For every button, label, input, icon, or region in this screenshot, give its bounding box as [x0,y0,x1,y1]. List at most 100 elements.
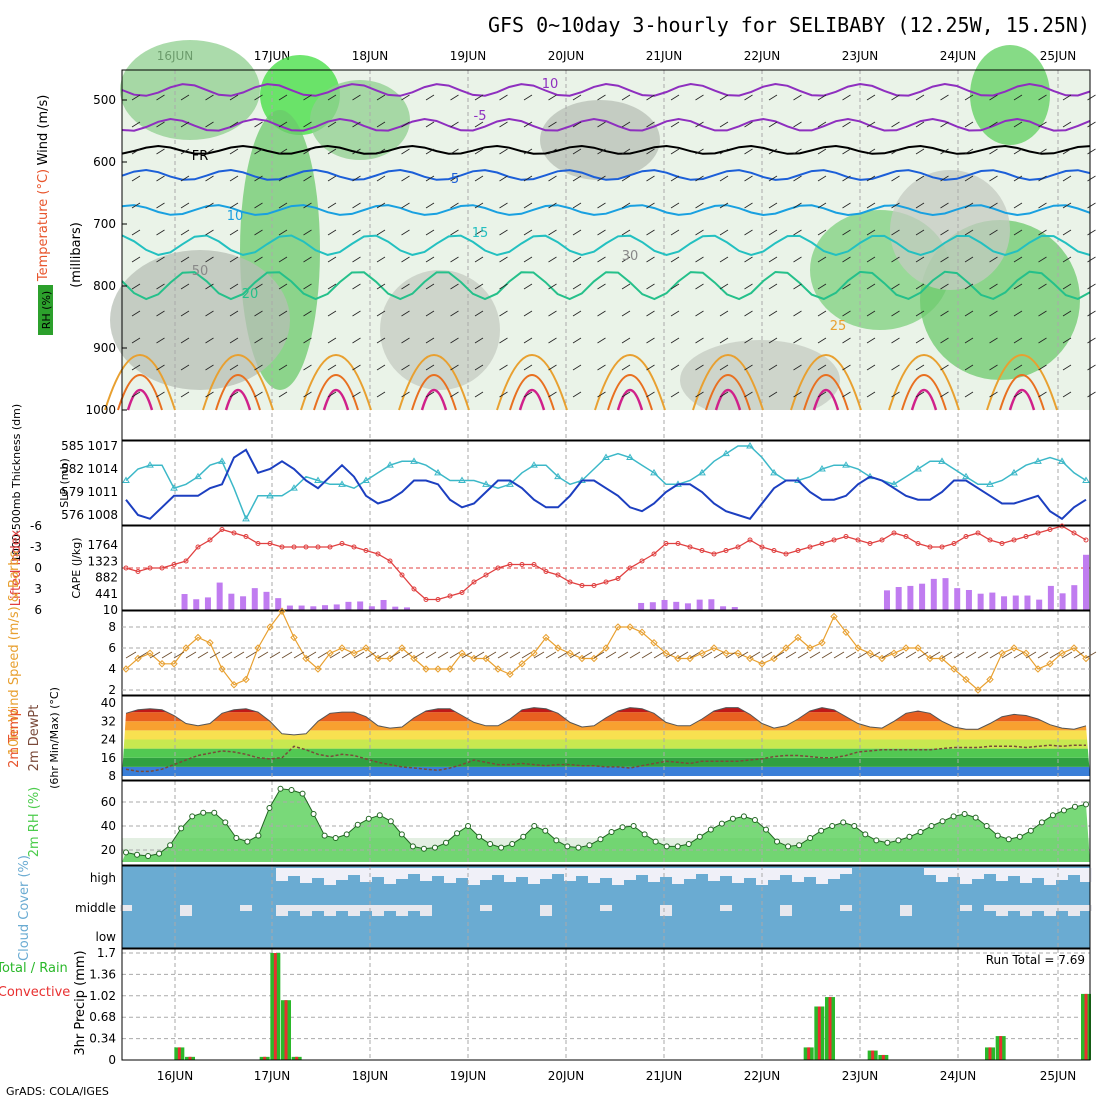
wind-barb [793,121,802,128]
day-label-top: 22JUN [744,49,781,63]
wind-barb [597,229,606,236]
wind-barb [450,310,459,317]
wind-speed-marker [506,670,514,678]
wind-speed-marker [1010,644,1018,652]
thickness-marker [746,442,754,449]
thickness-marker [170,484,178,491]
wind-barb [866,283,876,290]
thickness-marker [362,476,370,483]
panel-cloud-cover: high middle low Cloud Cover (%) [17,855,1092,961]
wind-barb [940,229,949,236]
wind-barb [670,121,680,128]
lifted-index-marker [927,544,933,550]
temp-band [122,707,1090,713]
wind-barb [670,229,680,236]
rh-marker [917,829,924,835]
wind-speed-marker [890,649,898,657]
lifted-index-marker [675,541,681,546]
wind-barb [327,337,337,344]
axis-label-lifted-index: Lifted Index [9,529,24,606]
wind-barb [1087,121,1096,128]
wind-barb [719,229,729,236]
lifted-index-marker [399,572,405,578]
wind-barb [833,651,845,659]
wind-barb [572,121,582,128]
wind-speed-marker [902,644,910,652]
cloud-gap-middle [360,905,372,911]
wind-barb [303,229,312,236]
thickness-marker [722,449,730,457]
wind-barb [989,229,998,236]
warm-contour [104,354,176,411]
wind-speed-marker [122,665,130,673]
wind-barb [278,337,288,344]
wind-barb [665,651,677,659]
cloud-gap-middle [312,905,324,911]
wind-speed-marker [134,654,142,663]
cloud-gap-high [660,868,672,877]
precip-convective-bar [295,1056,299,1060]
wind-barb [817,229,827,236]
wind-barb [572,175,582,182]
wind-barb [254,256,263,263]
rh-marker [707,826,714,833]
cape-bar [240,596,247,610]
lifted-index-marker [423,597,429,602]
wind-barb [523,391,533,398]
precip-convective-bar [273,953,277,1060]
rh-marker [939,818,946,825]
rh-marker [840,819,847,826]
rh-marker [652,838,659,845]
contour-label: 5 [451,172,459,187]
cloud-gap-high [384,868,396,884]
cloud-gap-middle [1056,905,1068,911]
wind-barb [254,175,263,182]
wind-barb [156,310,165,317]
lifted-index-marker [915,541,921,546]
wind-barb [131,364,141,371]
wind-barb [1085,651,1097,659]
wind-barb [1013,283,1023,290]
wind-speed-marker [218,665,226,673]
wind-barb [254,148,263,155]
wind-barb [768,391,778,398]
wind-barb [352,148,361,155]
wind-barb [229,256,239,263]
panel-frame [121,780,1091,866]
wind-barb [964,310,974,317]
wind-speed-marker [746,654,754,663]
wind-barb [137,651,149,659]
wind-barb [1062,310,1072,317]
axis-label-minmax: (6hr Min/Max) (°C) [48,687,61,789]
panel-frame [121,610,1091,696]
cloud-gap-middle [996,905,1008,916]
cape-bar [989,592,996,610]
lifted-index-marker [615,576,621,581]
wind-barb [303,256,312,263]
lifted-index-marker [219,527,225,532]
cloud-gap-middle [1020,905,1032,916]
temp-tick-label: 8 [108,769,116,783]
wind-barb [245,651,257,659]
rh-marker [994,832,1001,839]
wind-barb [621,391,631,398]
wind-barb [327,364,337,371]
cloud-gap-high [408,868,420,874]
wind-barb [719,283,729,290]
li-tick-label: 0 [34,561,42,575]
wind-barb [1038,121,1047,128]
wind-barb [548,148,557,155]
wind-barb [352,283,361,290]
wind-barb [352,256,361,263]
cloud-gap-middle [480,905,492,911]
rh-marker [696,833,703,840]
rh-marker [983,823,990,829]
rh-marker [343,831,350,838]
thickness-marker [770,468,778,476]
wind-speed-marker [1046,660,1054,668]
wind-barb [281,651,293,659]
wind-barb [131,121,141,128]
wind-speed-marker [146,649,154,657]
lifted-index-marker [339,541,345,546]
wind-barb [161,651,173,659]
